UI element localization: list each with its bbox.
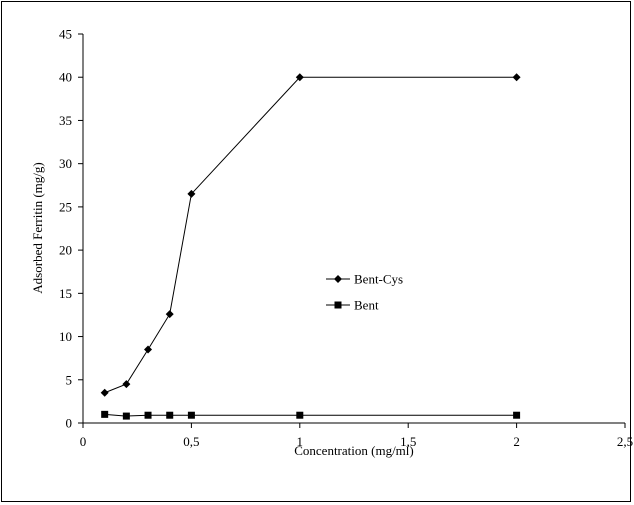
y-axis-title: Adsorbed Ferritin (mg/g) <box>30 162 45 293</box>
y-tick-label: 30 <box>59 156 72 171</box>
data-point <box>144 345 153 354</box>
y-tick-label: 25 <box>59 199 72 214</box>
data-point <box>100 388 109 397</box>
data-point <box>122 380 131 389</box>
y-tick-label: 45 <box>59 27 72 42</box>
x-axis-ticks: 0 0,5 1 1,5 2 2,5 <box>80 423 633 449</box>
y-axis-ticks: 0 5 10 15 20 25 30 35 40 45 <box>59 27 83 431</box>
y-tick-label: 0 <box>66 416 73 431</box>
axes <box>82 34 625 424</box>
series-line <box>104 76 517 394</box>
data-point <box>122 412 130 420</box>
data-point <box>144 411 152 419</box>
legend-item: Bent <box>326 298 379 313</box>
x-axis-title: Concentration (mg/ml) <box>294 443 414 458</box>
y-tick-label: 5 <box>66 372 73 387</box>
series-bent-cys <box>100 73 521 397</box>
data-point <box>165 310 174 319</box>
data-point <box>187 189 196 198</box>
x-tick-label: 0 <box>80 434 87 449</box>
data-point <box>512 73 521 82</box>
x-tick-label: 1 <box>297 434 304 449</box>
legend-marker <box>334 275 342 283</box>
series-layer <box>100 73 521 420</box>
y-tick-label: 35 <box>59 113 72 128</box>
legend-label: Bent-Cys <box>354 272 403 287</box>
legend-label: Bent <box>354 298 379 313</box>
data-point <box>295 73 304 82</box>
data-point <box>166 411 174 419</box>
y-tick-label: 10 <box>59 329 72 344</box>
x-tick-label: 2,5 <box>617 434 633 449</box>
y-tick-label: 20 <box>59 243 72 258</box>
x-tick-label: 1,5 <box>400 434 416 449</box>
legend-marker <box>334 301 342 309</box>
x-tick-label: 0,5 <box>183 434 199 449</box>
data-point <box>187 411 195 419</box>
legend-item: Bent-Cys <box>326 272 403 287</box>
x-tick-label: 2 <box>513 434 520 449</box>
data-point <box>513 411 521 419</box>
data-point <box>101 410 109 418</box>
series-bent <box>101 410 521 420</box>
data-point <box>296 411 304 419</box>
legend: Bent-Cys Bent <box>326 272 403 313</box>
y-tick-label: 40 <box>59 70 72 85</box>
y-tick-label: 15 <box>59 286 72 301</box>
